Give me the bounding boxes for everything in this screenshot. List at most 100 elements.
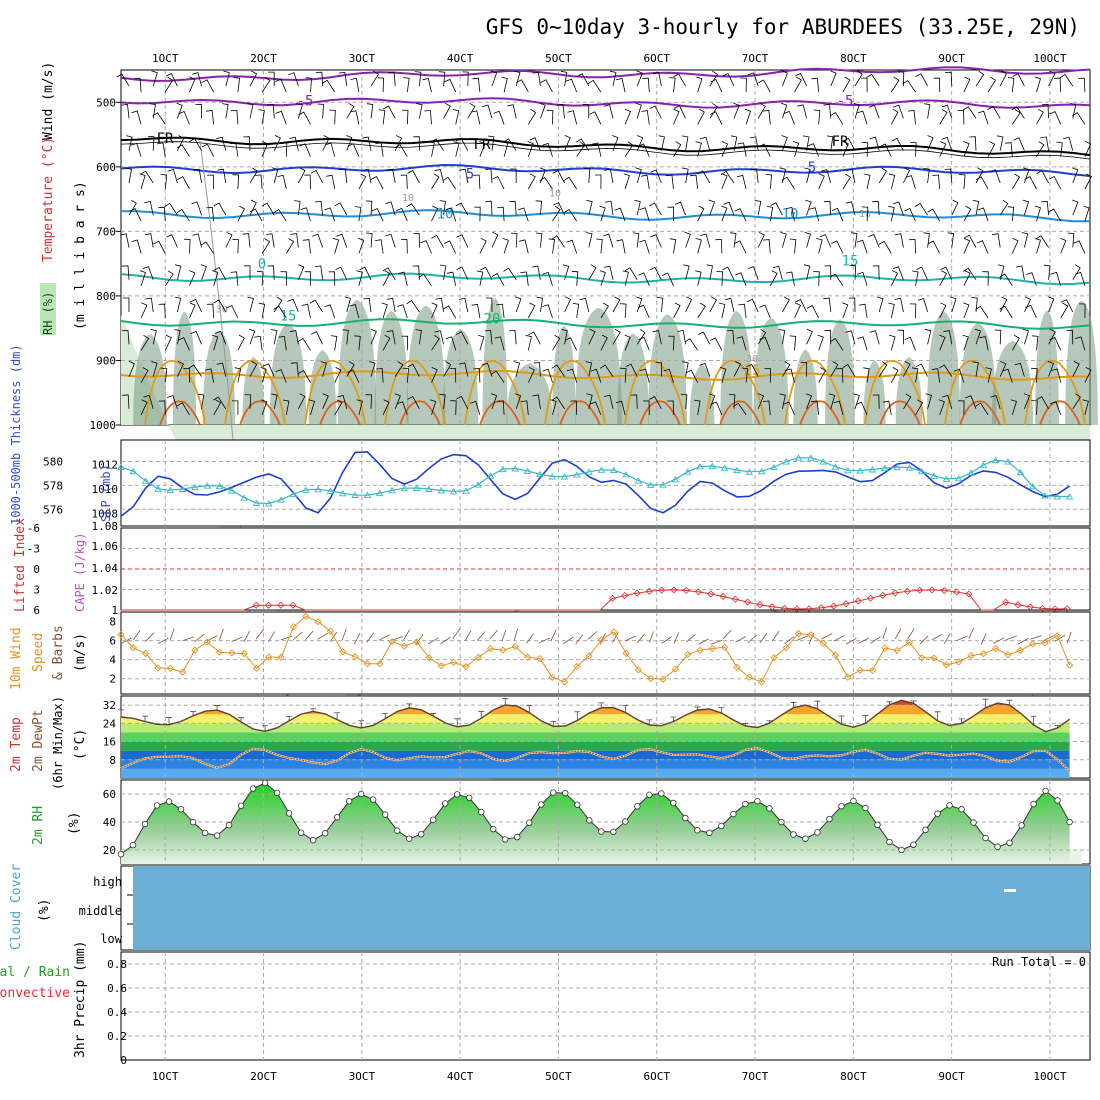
wind-barb	[542, 368, 553, 383]
wind-barb	[128, 360, 136, 377]
wind-barb	[639, 239, 650, 254]
temp2m-errorbar	[1054, 725, 1061, 728]
lifted-index-marker	[744, 598, 752, 606]
wind-barb	[797, 104, 807, 119]
wind10m-barb	[194, 633, 205, 642]
wind-barb	[131, 239, 142, 254]
temperature-contour-25	[464, 360, 526, 426]
wind10m-marker	[129, 644, 137, 652]
wind10m-barb	[145, 632, 155, 642]
wind-barb	[546, 109, 554, 125]
rh2m-marker	[814, 829, 821, 836]
wind-barb	[471, 303, 481, 319]
wind10m-marker	[326, 627, 335, 635]
wind-barb	[350, 77, 360, 93]
date-tick-top: 4OCT	[447, 52, 474, 65]
wind-barb	[709, 296, 718, 313]
rh2m-marker	[405, 835, 413, 842]
wind-barb	[987, 76, 997, 93]
wind-barb	[444, 78, 457, 93]
wind-barb	[762, 110, 771, 125]
wind-barb	[902, 79, 916, 93]
date-axis-bottom: 1OCT 2OCT 3OCT 4OCT 5OCT 6OCT 7OCT 8OCT 9OCT 10OC…	[152, 1070, 1067, 1083]
wind10m-barb	[759, 632, 768, 643]
wind-barb	[121, 265, 130, 280]
wind-barb	[193, 168, 202, 184]
wind-barb	[249, 70, 258, 87]
wind-barb	[927, 208, 941, 222]
wind-barb	[1022, 199, 1030, 216]
wind10m-panel: 8 6 4 2 10m Wind Speed & Barbs (m/s)	[9, 611, 1091, 695]
date-tick-bottom: 1OCT	[152, 1070, 179, 1083]
wind-barb	[730, 232, 737, 248]
wind-barb	[809, 207, 820, 222]
wind-barb	[754, 200, 762, 216]
wind-barb	[335, 266, 348, 280]
wind-barb	[616, 78, 626, 93]
wind-barb	[950, 296, 957, 313]
wind-barb	[709, 103, 719, 119]
wind-barb	[302, 239, 311, 254]
wind-barb	[298, 369, 311, 383]
wind-barb	[851, 232, 858, 248]
slp-marker	[215, 482, 224, 489]
rh2m-marker	[934, 810, 941, 817]
date-tick-bottom: 5OCT	[545, 1070, 572, 1083]
wind-barb	[599, 205, 606, 222]
wind-barb	[261, 238, 271, 254]
rh2m-marker	[730, 810, 737, 818]
wind10m-marker	[117, 630, 125, 639]
temp2m-errorbar	[790, 702, 797, 708]
wind-barb	[1043, 264, 1051, 280]
temp2m-panel: 32 24 16 8 2m Temp 2m DewPt (6hr Min/Max) (…	[9, 695, 1091, 790]
slp-marker	[474, 481, 483, 488]
wind-barb	[811, 400, 820, 415]
wind10m-barb	[231, 636, 243, 643]
wind10m-marker	[868, 666, 877, 675]
wind10m-barb	[698, 638, 710, 645]
wind-barb	[435, 297, 444, 313]
rh-shade-dark	[1065, 300, 1098, 425]
thickness-axis-label: 1000-500mb Thickness (dm)	[9, 344, 23, 525]
wind-barb	[939, 141, 947, 157]
wind-barb	[564, 337, 578, 351]
wind-barb	[940, 266, 953, 280]
wind-barb	[453, 141, 460, 157]
wind-barb	[927, 240, 941, 254]
wind-barb	[1048, 175, 1062, 190]
wind10m-marker	[597, 636, 606, 644]
wind-barb	[977, 110, 989, 125]
temp2m-errorbar	[478, 710, 485, 719]
wind-barb	[938, 364, 953, 377]
wind-barb	[624, 267, 638, 281]
lifted-index-marker	[830, 602, 838, 610]
wind10m-marker	[536, 654, 544, 663]
cloud-panel: high middle low Cloud Cover (%)	[9, 864, 1091, 953]
temp2m-errorbar	[958, 718, 965, 724]
date-tick-top: 5OCT	[545, 52, 572, 65]
rh2m-marker	[1066, 818, 1073, 826]
wind10m-marker	[721, 643, 729, 651]
wind-barb	[763, 239, 771, 254]
slp-marker	[671, 475, 680, 483]
wind-barb	[139, 270, 147, 286]
wind-barb	[720, 170, 735, 184]
wind-barb	[398, 271, 408, 286]
temperature-contour-30	[159, 400, 201, 426]
lifted-index-marker	[780, 604, 789, 612]
wind-barb	[366, 103, 374, 119]
wind-barb	[516, 79, 529, 93]
wind-barb	[260, 367, 267, 383]
wind-barb	[310, 331, 323, 345]
wind10m-barb	[894, 628, 902, 639]
rh2m-marker	[550, 789, 557, 796]
date-tick-bottom: 2OCT	[250, 1070, 277, 1083]
wind-barb	[1075, 336, 1086, 351]
wind-barb	[1079, 303, 1086, 319]
wind-barb	[904, 207, 916, 222]
wind10m-tick: 2	[109, 673, 116, 686]
wind-barb	[317, 103, 324, 119]
wind-barb	[456, 266, 469, 280]
wind-barb	[804, 232, 811, 248]
wind10m-marker	[844, 673, 852, 681]
